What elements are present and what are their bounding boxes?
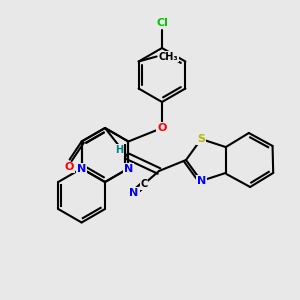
Text: O: O: [157, 123, 167, 133]
Text: Cl: Cl: [156, 18, 168, 28]
Text: CH₃: CH₃: [159, 52, 178, 61]
Text: N: N: [124, 164, 133, 173]
Text: N: N: [77, 164, 86, 173]
Text: H: H: [115, 145, 123, 155]
Text: S: S: [197, 134, 205, 144]
Text: N: N: [196, 176, 206, 186]
Text: C: C: [140, 179, 148, 189]
Text: O: O: [65, 163, 74, 172]
Text: N: N: [129, 188, 139, 198]
